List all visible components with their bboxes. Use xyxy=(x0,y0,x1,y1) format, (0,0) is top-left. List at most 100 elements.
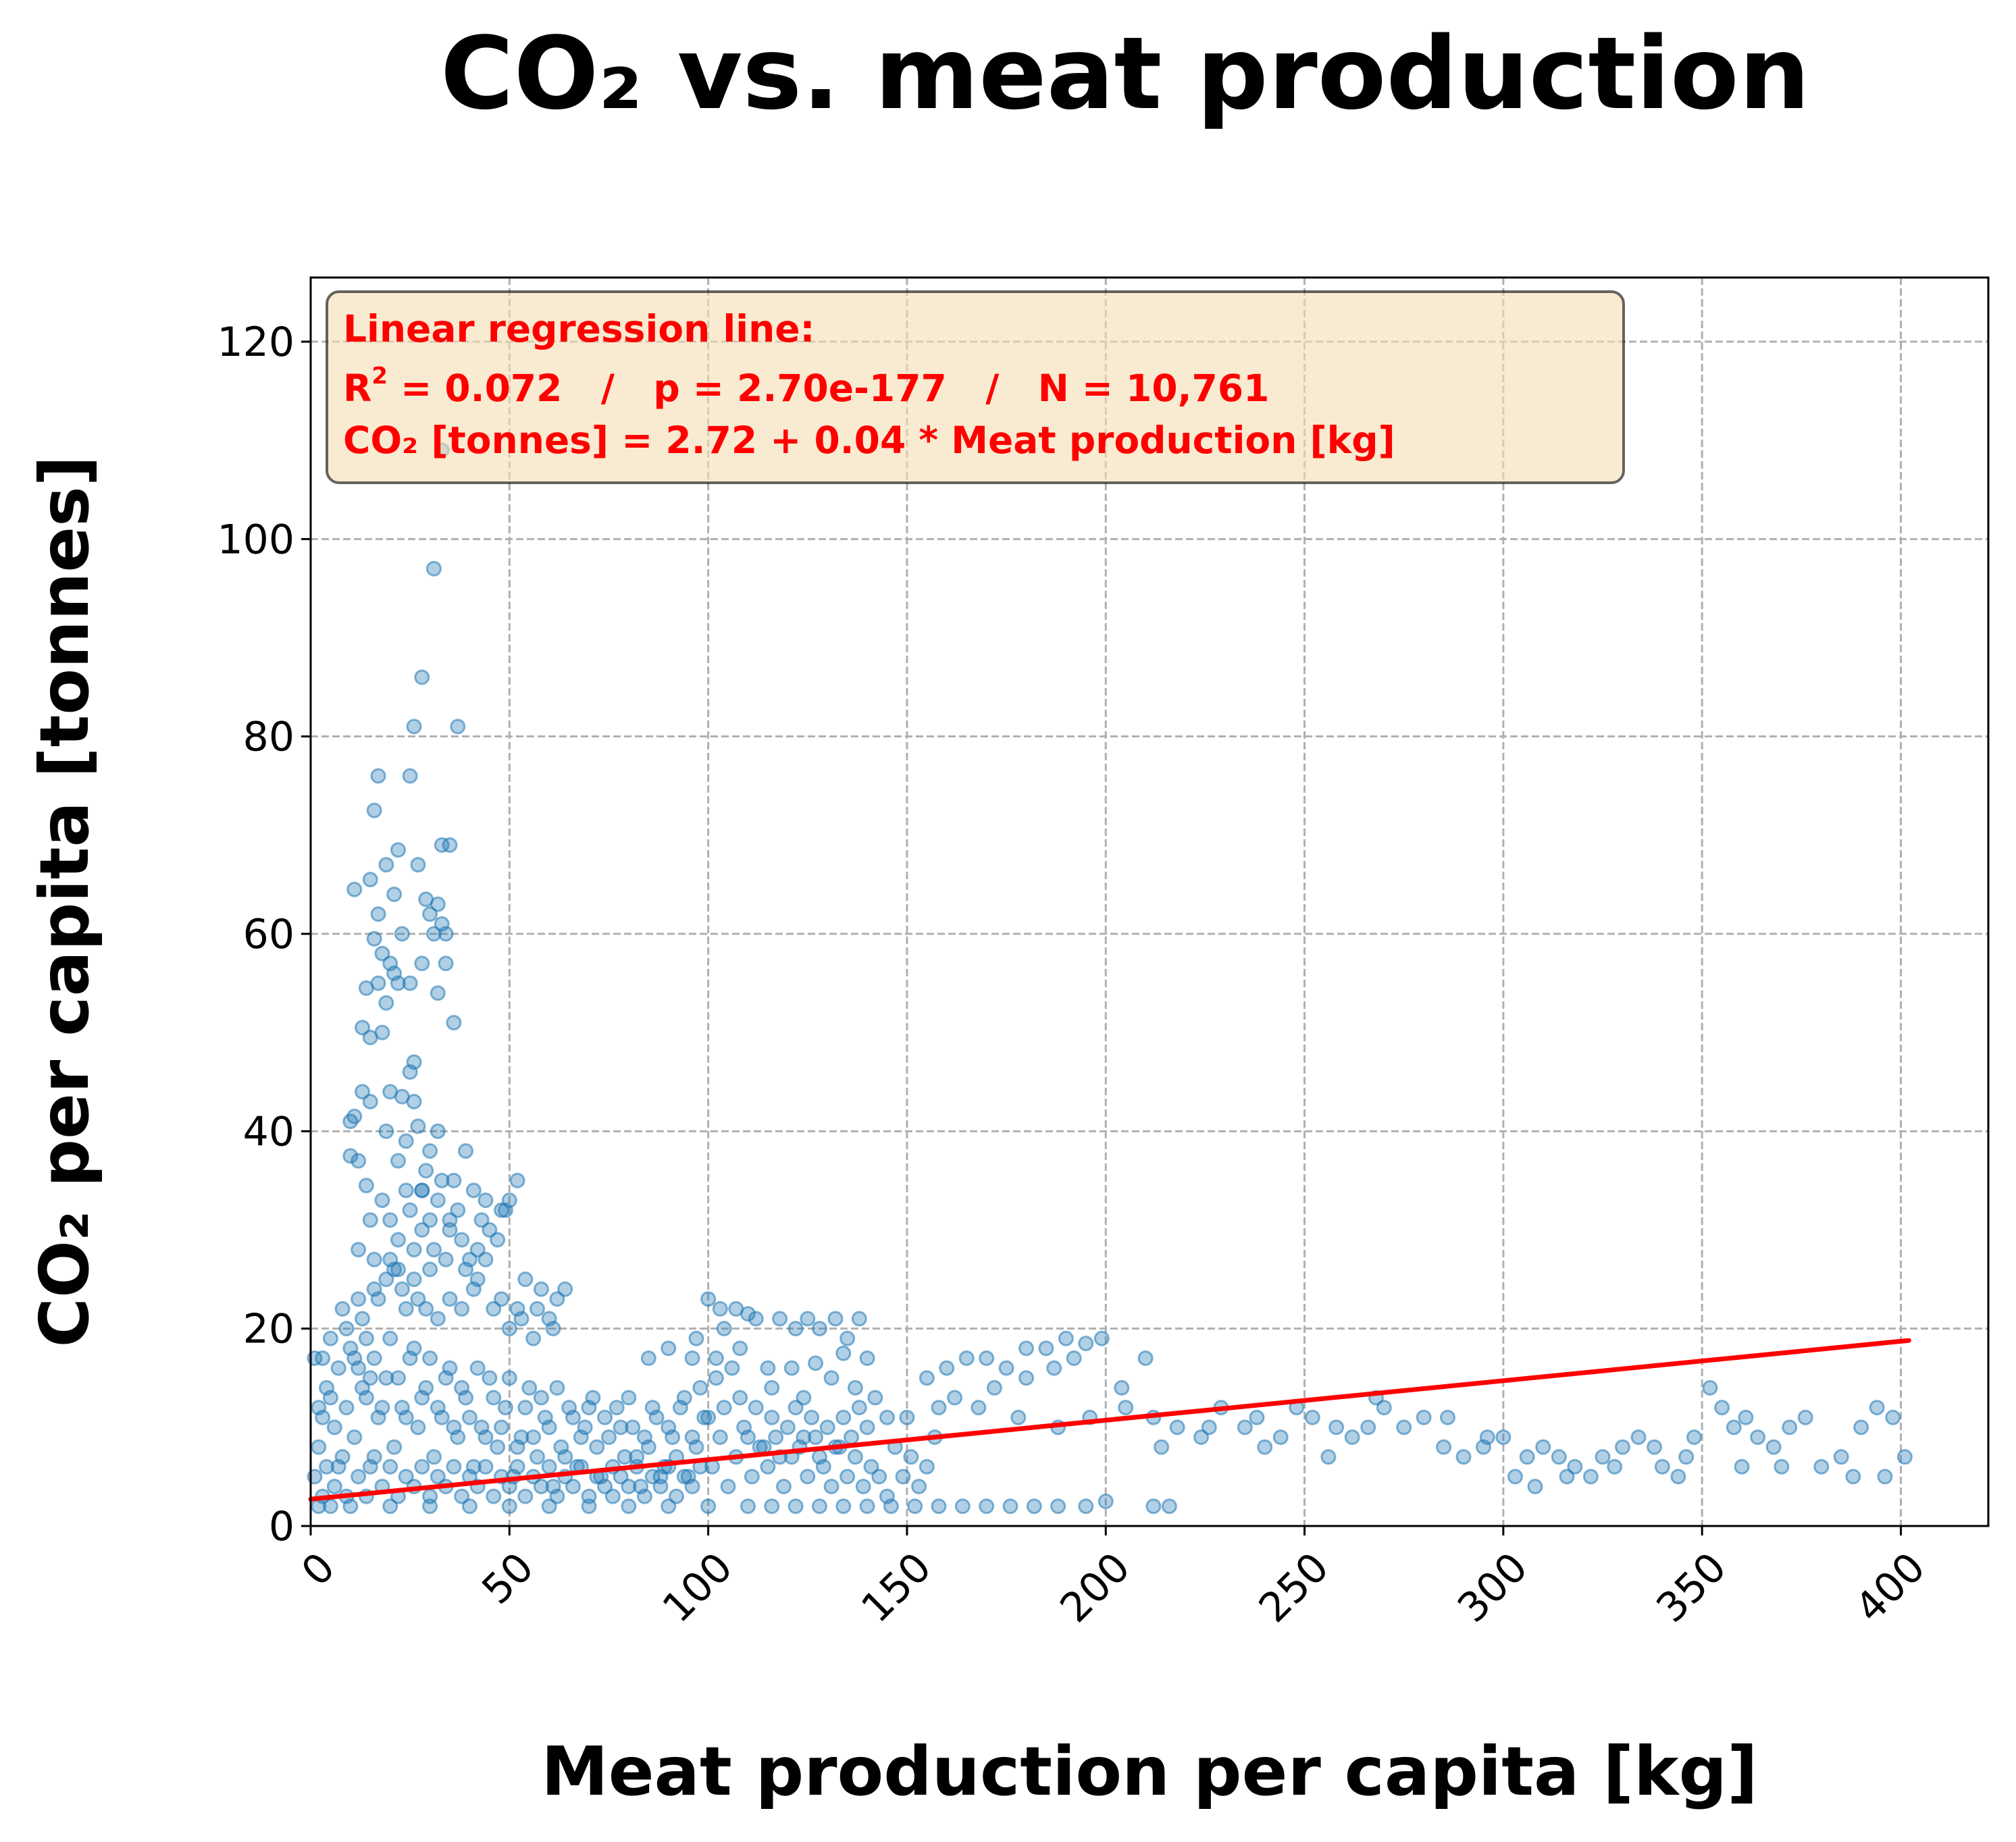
data-point xyxy=(351,1242,367,1258)
annotation-line-3: CO₂ [tonnes] = 2.72 + 0.04 * Meat produc… xyxy=(343,419,1395,462)
data-point xyxy=(732,1340,748,1357)
data-point xyxy=(326,1479,342,1495)
data-point xyxy=(358,1178,374,1194)
data-point xyxy=(911,1479,927,1495)
data-point xyxy=(454,1488,470,1504)
data-point xyxy=(859,1498,875,1515)
data-point xyxy=(732,1390,748,1406)
data-point xyxy=(939,1360,955,1376)
data-point xyxy=(1567,1458,1583,1475)
data-point xyxy=(425,1242,442,1258)
data-point xyxy=(1018,1370,1035,1386)
data-point xyxy=(617,1449,633,1465)
data-point xyxy=(823,1370,839,1386)
data-point xyxy=(390,1370,406,1386)
data-point xyxy=(1527,1479,1543,1495)
data-point xyxy=(477,1458,494,1475)
data-point xyxy=(1479,1429,1495,1445)
data-point xyxy=(1360,1419,1376,1436)
data-point xyxy=(422,1350,438,1367)
data-point xyxy=(1201,1419,1217,1436)
data-point xyxy=(414,1458,430,1475)
data-point xyxy=(1002,1498,1018,1515)
data-point xyxy=(800,1469,816,1485)
x-axis-label: Meat production per capita [kg] xyxy=(541,1732,1758,1811)
data-point xyxy=(374,1192,390,1209)
data-point xyxy=(398,1469,414,1485)
data-point xyxy=(442,1291,458,1307)
data-point xyxy=(390,975,406,991)
data-point xyxy=(899,1409,915,1425)
data-point xyxy=(414,1390,430,1406)
data-point xyxy=(486,1488,502,1504)
data-point xyxy=(1237,1419,1253,1436)
data-point xyxy=(1774,1458,1790,1475)
data-point xyxy=(835,1345,852,1361)
data-point xyxy=(490,1232,506,1248)
data-point xyxy=(1257,1439,1273,1455)
data-point xyxy=(1118,1400,1134,1416)
data-point xyxy=(418,1300,434,1317)
data-point xyxy=(422,1488,438,1504)
y-tick-label: 20 xyxy=(243,1306,294,1353)
data-point xyxy=(450,1202,466,1218)
regression-annotation: Linear regression line: R2 = 0.072 / p =… xyxy=(326,290,1625,484)
data-point xyxy=(859,1419,875,1436)
data-point xyxy=(374,1024,390,1041)
data-point xyxy=(398,1182,414,1199)
annotation-line-1: Linear regression line: xyxy=(343,307,815,350)
data-point xyxy=(465,1182,482,1199)
data-point xyxy=(422,1212,438,1228)
data-point xyxy=(1630,1429,1647,1445)
data-point xyxy=(351,1469,367,1485)
data-point xyxy=(1436,1439,1452,1455)
data-point xyxy=(1058,1330,1074,1346)
y-axis-label: CO₂ per capita [tonnes] xyxy=(25,456,104,1348)
data-point xyxy=(871,1469,887,1485)
data-point xyxy=(971,1400,987,1416)
data-point xyxy=(879,1409,896,1425)
data-point xyxy=(326,1419,342,1436)
data-point xyxy=(410,1118,426,1134)
data-point xyxy=(366,930,382,947)
data-point xyxy=(410,857,426,873)
data-point xyxy=(676,1469,692,1485)
data-point xyxy=(541,1419,557,1436)
data-point xyxy=(808,1355,824,1371)
data-point xyxy=(1161,1498,1177,1515)
data-point xyxy=(406,1093,422,1109)
data-point xyxy=(804,1409,820,1425)
data-point xyxy=(1093,1330,1110,1346)
data-point xyxy=(402,1064,418,1080)
data-point xyxy=(676,1390,692,1406)
data-point xyxy=(434,1172,450,1188)
data-point xyxy=(1877,1469,1893,1485)
data-point xyxy=(768,1429,784,1445)
data-point xyxy=(557,1281,573,1297)
data-point xyxy=(342,1113,359,1130)
data-point xyxy=(1738,1409,1754,1425)
y-tick-label: 0 xyxy=(269,1503,294,1550)
data-point xyxy=(931,1400,947,1416)
data-point xyxy=(509,1439,525,1455)
data-point xyxy=(1038,1340,1054,1357)
data-point xyxy=(382,1330,398,1346)
data-point xyxy=(366,1251,382,1267)
data-point xyxy=(446,1172,462,1188)
plot-frame xyxy=(309,276,1990,1527)
data-point xyxy=(465,1281,482,1297)
data-point xyxy=(425,1449,442,1465)
data-point xyxy=(835,1498,852,1515)
data-point xyxy=(1455,1449,1472,1465)
data-point xyxy=(1137,1350,1154,1367)
data-point xyxy=(422,1261,438,1278)
data-point xyxy=(477,1429,494,1445)
data-point xyxy=(1416,1409,1432,1425)
data-point xyxy=(919,1458,935,1475)
data-point xyxy=(787,1498,804,1515)
data-point xyxy=(1559,1469,1575,1485)
data-point xyxy=(430,1123,446,1139)
data-point xyxy=(517,1400,534,1416)
data-point xyxy=(355,1311,371,1327)
data-point xyxy=(839,1330,856,1346)
